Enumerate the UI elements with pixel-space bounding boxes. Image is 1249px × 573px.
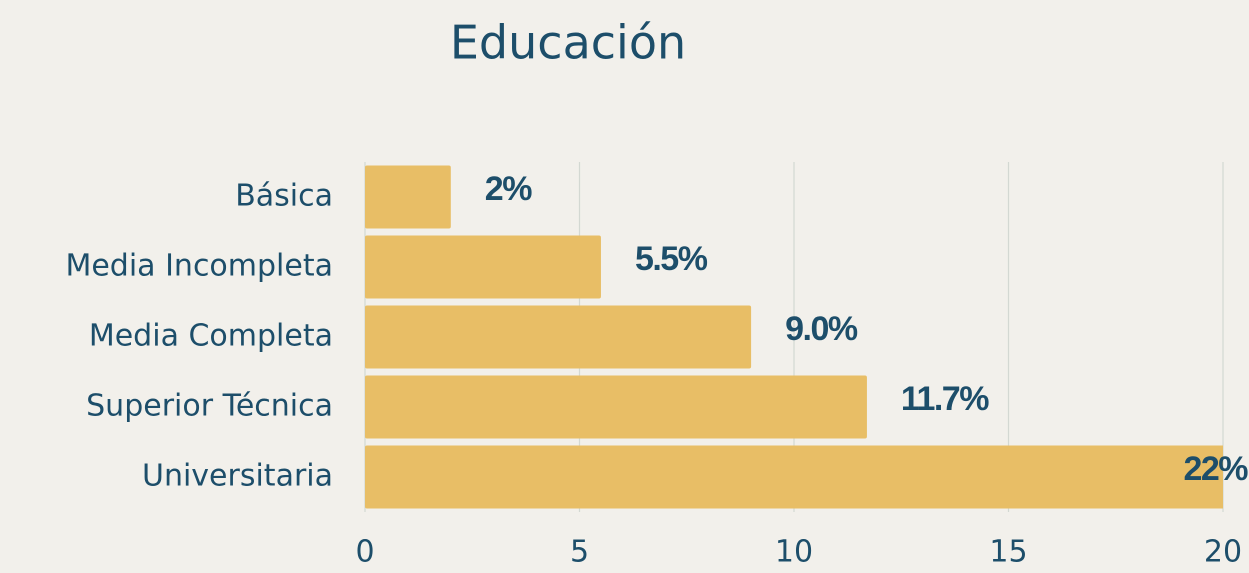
- bar: [365, 165, 451, 229]
- bar: [365, 305, 752, 369]
- bar: [365, 235, 601, 299]
- y-tick-label: Media Incompleta: [65, 249, 333, 284]
- value-label: 2%: [485, 170, 532, 208]
- y-tick-label: Media Completa: [89, 319, 333, 354]
- bar: [365, 445, 1223, 509]
- x-tick-label: 10: [775, 535, 813, 570]
- x-tick-label: 0: [355, 535, 374, 570]
- value-label: 11.7%: [901, 380, 989, 418]
- chart-title: Educación: [450, 16, 686, 70]
- bars: [365, 165, 1223, 509]
- y-tick-label: Superior Técnica: [86, 389, 333, 424]
- x-tick-label: 20: [1204, 535, 1242, 570]
- y-tick-label: Básica: [235, 179, 333, 214]
- bar: [365, 375, 867, 439]
- x-tick-label: 15: [989, 535, 1027, 570]
- value-label: 9.0%: [785, 310, 858, 348]
- x-tick-label: 5: [570, 535, 589, 570]
- labels: 0 5 10 15 20 Básica 2% Media Incompleta 5.5% Medi…: [65, 170, 1249, 570]
- value-label: 5.5%: [635, 240, 708, 278]
- value-label: 22%: [1183, 450, 1248, 488]
- y-tick-label: Universitaria: [142, 459, 333, 494]
